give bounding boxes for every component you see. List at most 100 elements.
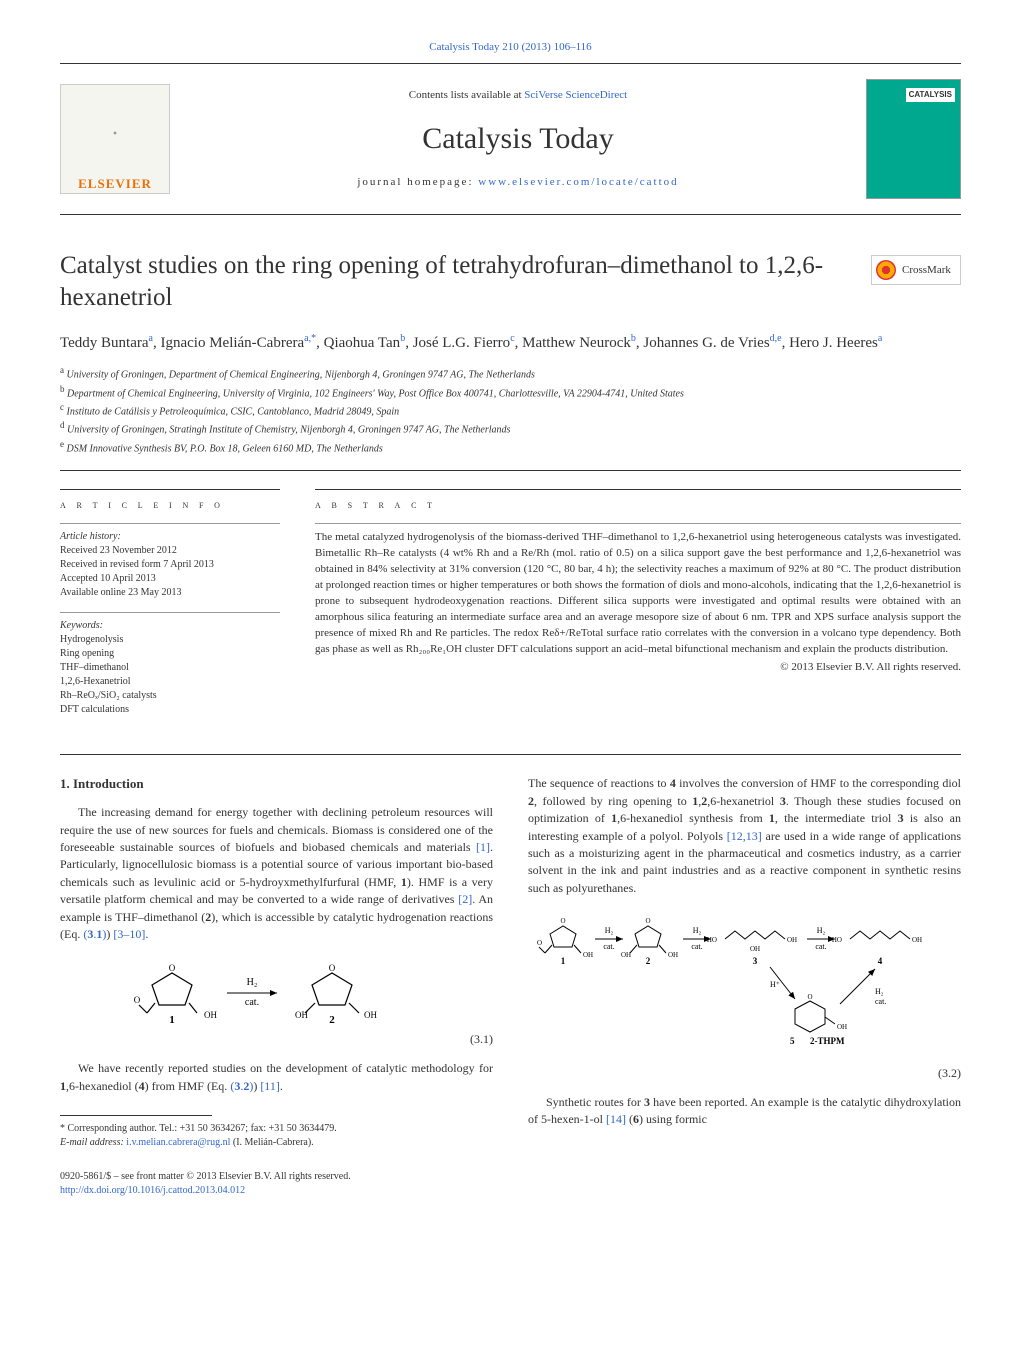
- journal-header: ELSEVIER Contents lists available at Sci…: [60, 69, 961, 209]
- svg-text:O: O: [133, 995, 140, 1005]
- svg-text:OH: OH: [750, 945, 760, 953]
- article-title: Catalyst studies on the ring opening of …: [60, 250, 851, 313]
- svg-text:OH: OH: [621, 951, 631, 959]
- elsevier-logo: ELSEVIER: [60, 84, 170, 194]
- intro-paragraph-1: The increasing demand for energy togethe…: [60, 804, 493, 943]
- svg-text:H₂: H₂: [875, 987, 884, 996]
- corresponding-author-footnote: * Corresponding author. Tel.: +31 50 363…: [60, 1122, 493, 1150]
- header-center: Contents lists available at SciVerse Sci…: [170, 88, 866, 191]
- svg-text:1: 1: [560, 956, 565, 966]
- svg-text:2: 2: [645, 956, 650, 966]
- svg-text:OH: OH: [204, 1010, 217, 1020]
- contents-prefix: Contents lists available at: [409, 89, 524, 101]
- body-right-column: The sequence of reactions to 4 involves …: [528, 775, 961, 1198]
- svg-text:H₂: H₂: [692, 926, 701, 935]
- crossmark-label: CrossMark: [902, 263, 951, 278]
- article-info-heading: a r t i c l e i n f o: [60, 489, 280, 513]
- svg-text:H⁺: H⁺: [770, 980, 780, 989]
- svg-text:cat.: cat.: [244, 997, 258, 1008]
- affiliation-line: b Department of Chemical Engineering, Un…: [60, 383, 961, 401]
- intro-paragraph-2: We have recently reported studies on the…: [60, 1060, 493, 1095]
- divider: [60, 214, 961, 215]
- affiliation-line: e DSM Innovative Synthesis BV, P.O. Box …: [60, 438, 961, 456]
- elsevier-tree-icon: [75, 105, 155, 175]
- svg-text:3: 3: [752, 956, 757, 966]
- affiliation-line: d University of Groningen, Stratingh Ins…: [60, 419, 961, 437]
- keyword: DFT calculations: [60, 703, 280, 717]
- affiliations-list: a University of Groningen, Department of…: [60, 364, 961, 456]
- authors-list: Teddy Buntaraa, Ignacio Melián-Cabreraa,…: [60, 331, 961, 355]
- abstract-heading: a b s t r a c t: [315, 489, 961, 513]
- cover-label: CATALYSIS: [906, 88, 955, 101]
- copyright-line: © 2013 Elsevier B.V. All rights reserved…: [315, 660, 961, 675]
- issn-line: 0920-5861/$ – see front matter © 2013 El…: [60, 1170, 493, 1184]
- homepage-line: journal homepage: www.elsevier.com/locat…: [170, 175, 866, 190]
- svg-text:5: 5: [790, 1036, 795, 1046]
- journal-cover-thumbnail: CATALYSIS: [866, 79, 961, 199]
- doi-link[interactable]: http://dx.doi.org/10.1016/j.cattod.2013.…: [60, 1185, 245, 1196]
- svg-text:O: O: [560, 917, 565, 925]
- abstract-text: The metal catalyzed hydrogenolysis of th…: [315, 523, 961, 658]
- svg-text:O: O: [807, 993, 812, 1001]
- equation-number-3-1: (3.1): [60, 1031, 493, 1048]
- history-line: Received in revised form 7 April 2013: [60, 558, 280, 572]
- svg-text:cat.: cat.: [815, 942, 826, 951]
- body-left-column: 1. Introduction The increasing demand fo…: [60, 775, 493, 1198]
- svg-text:cat.: cat.: [691, 942, 702, 951]
- svg-text:O: O: [328, 963, 335, 973]
- journal-name: Catalysis Today: [170, 118, 866, 160]
- corr-author-line: * Corresponding author. Tel.: +31 50 363…: [60, 1122, 493, 1136]
- keywords-label: Keywords:: [60, 619, 280, 633]
- svg-text:HO: HO: [706, 936, 716, 944]
- divider: [60, 63, 961, 64]
- svg-text:O: O: [537, 939, 542, 947]
- svg-text:cat.: cat.: [603, 942, 614, 951]
- svg-text:OH: OH: [668, 951, 678, 959]
- keyword: THF–dimethanol: [60, 661, 280, 675]
- journal-reference: Catalysis Today 210 (2013) 106–116: [60, 40, 961, 55]
- contents-line: Contents lists available at SciVerse Sci…: [170, 88, 866, 103]
- svg-text:1: 1: [169, 1014, 175, 1025]
- scheme-3-1: O O OH 1 H₂ cat. O OH OH 2 (3.1): [60, 955, 493, 1048]
- footer-block: 0920-5861/$ – see front matter © 2013 El…: [60, 1170, 493, 1198]
- keyword: Ring opening: [60, 647, 280, 661]
- svg-text:OH: OH: [295, 1010, 308, 1020]
- keyword: Rh–ReOₓ/SiO₂ catalysts: [60, 689, 280, 703]
- sciencedirect-link[interactable]: SciVerse ScienceDirect: [524, 89, 627, 101]
- svg-text:H₂: H₂: [246, 977, 257, 988]
- article-history: Article history: Received 23 November 20…: [60, 523, 280, 600]
- homepage-prefix: journal homepage:: [357, 176, 478, 188]
- history-line: Available online 23 May 2013: [60, 586, 280, 600]
- svg-text:OH: OH: [364, 1010, 377, 1020]
- email-suffix: (I. Melián-Cabrera).: [233, 1137, 314, 1148]
- homepage-link[interactable]: www.elsevier.com/locate/cattod: [478, 176, 678, 188]
- svg-text:OH: OH: [583, 951, 593, 959]
- svg-text:O: O: [645, 917, 650, 925]
- svg-text:HO: HO: [831, 936, 841, 944]
- section-1-heading: 1. Introduction: [60, 775, 493, 794]
- crossmark-badge[interactable]: CrossMark: [871, 255, 961, 285]
- intro-paragraph-4: Synthetic routes for 3 have been reporte…: [528, 1094, 961, 1129]
- svg-text:H₂: H₂: [604, 926, 613, 935]
- equation-number-3-2: (3.2): [528, 1065, 961, 1082]
- scheme-3-2: O O OH 1 H₂ cat. O OH OH 2 H₂ cat.: [528, 909, 961, 1082]
- keyword: 1,2,6-Hexanetriol: [60, 675, 280, 689]
- svg-text:4: 4: [877, 956, 882, 966]
- divider: [60, 470, 961, 471]
- svg-text:OH: OH: [787, 936, 797, 944]
- keyword: Hydrogenolysis: [60, 633, 280, 647]
- svg-text:2-THPM: 2-THPM: [810, 1036, 845, 1046]
- svg-text:OH: OH: [912, 936, 922, 944]
- intro-paragraph-3: The sequence of reactions to 4 involves …: [528, 775, 961, 897]
- history-line: Received 23 November 2012: [60, 544, 280, 558]
- svg-text:H₂: H₂: [816, 926, 825, 935]
- svg-text:OH: OH: [837, 1023, 847, 1031]
- svg-text:2: 2: [329, 1014, 335, 1025]
- abstract-column: a b s t r a c t The metal catalyzed hydr…: [315, 489, 961, 729]
- email-label: E-mail address:: [60, 1137, 126, 1148]
- email-link[interactable]: i.v.melian.cabrera@rug.nl: [126, 1137, 230, 1148]
- history-label: Article history:: [60, 530, 280, 544]
- article-info-column: a r t i c l e i n f o Article history: R…: [60, 489, 280, 729]
- svg-text:O: O: [168, 963, 175, 973]
- history-line: Accepted 10 April 2013: [60, 572, 280, 586]
